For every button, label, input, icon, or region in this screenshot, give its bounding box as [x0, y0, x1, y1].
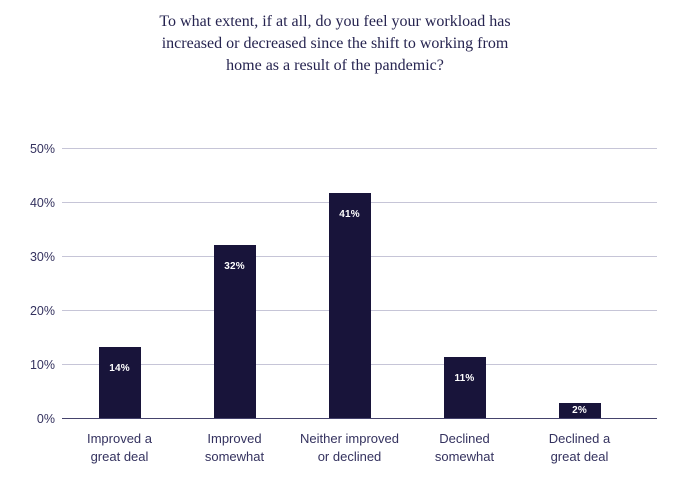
chart-title: To what extent, if at all, do you feel y…: [0, 11, 670, 77]
y-tick-label: 40%: [29, 196, 55, 210]
x-category-label: Declined somewhat: [434, 431, 495, 464]
chart-title-line-2: increased or decreased since the shift t…: [161, 35, 509, 52]
bar-value-label: 41%: [339, 209, 360, 221]
bar-value-label: 32%: [224, 261, 245, 273]
gridline: [62, 148, 657, 149]
bar-value-label: 2%: [572, 404, 587, 416]
bar-improved-a-great-deal: 14%: [98, 347, 141, 419]
y-tick-label: 30%: [29, 250, 55, 264]
y-axis: 0% 10% 20% 30% 40% 50%: [0, 142, 55, 426]
bar-value-label: 14%: [109, 363, 130, 375]
bar-slot: 2%: [522, 149, 637, 419]
bar-declined-a-great-deal: 2%: [558, 402, 601, 419]
bar-declined-somewhat: 11%: [443, 356, 486, 419]
bar-slot: 11%: [407, 149, 522, 419]
chart-title-line-3: home as a result of the pandemic?: [226, 57, 444, 74]
chart-title-line-1: To what extent, if at all, do you feel y…: [159, 13, 511, 30]
y-tick-label: 0%: [36, 412, 55, 426]
x-axis-baseline: [62, 418, 657, 419]
x-axis: Improved a great deal Improved somewhat Ne…: [62, 430, 637, 474]
x-category-label: Improved a great deal: [86, 431, 153, 464]
x-category-label: Neither improved or declined: [300, 431, 399, 464]
bar-slot: 32%: [177, 149, 292, 419]
y-tick-label: 50%: [29, 142, 55, 156]
x-category-label: Improved somewhat: [204, 431, 265, 464]
bar-value-label: 11%: [454, 372, 475, 384]
bar-slot: 41%: [292, 149, 407, 419]
x-category-label: Declined a great deal: [548, 431, 611, 464]
plot-area: 14% 32% 41% 11% 2%: [62, 148, 657, 419]
bar-slot: 14%: [62, 149, 177, 419]
bars-layer: 14% 32% 41% 11% 2%: [62, 149, 637, 419]
bar-improved-somewhat: 32%: [213, 245, 256, 419]
y-tick-label: 10%: [29, 358, 55, 372]
y-tick-label: 20%: [29, 304, 55, 318]
bar-neither-improved-or-declined: 41%: [328, 193, 371, 419]
